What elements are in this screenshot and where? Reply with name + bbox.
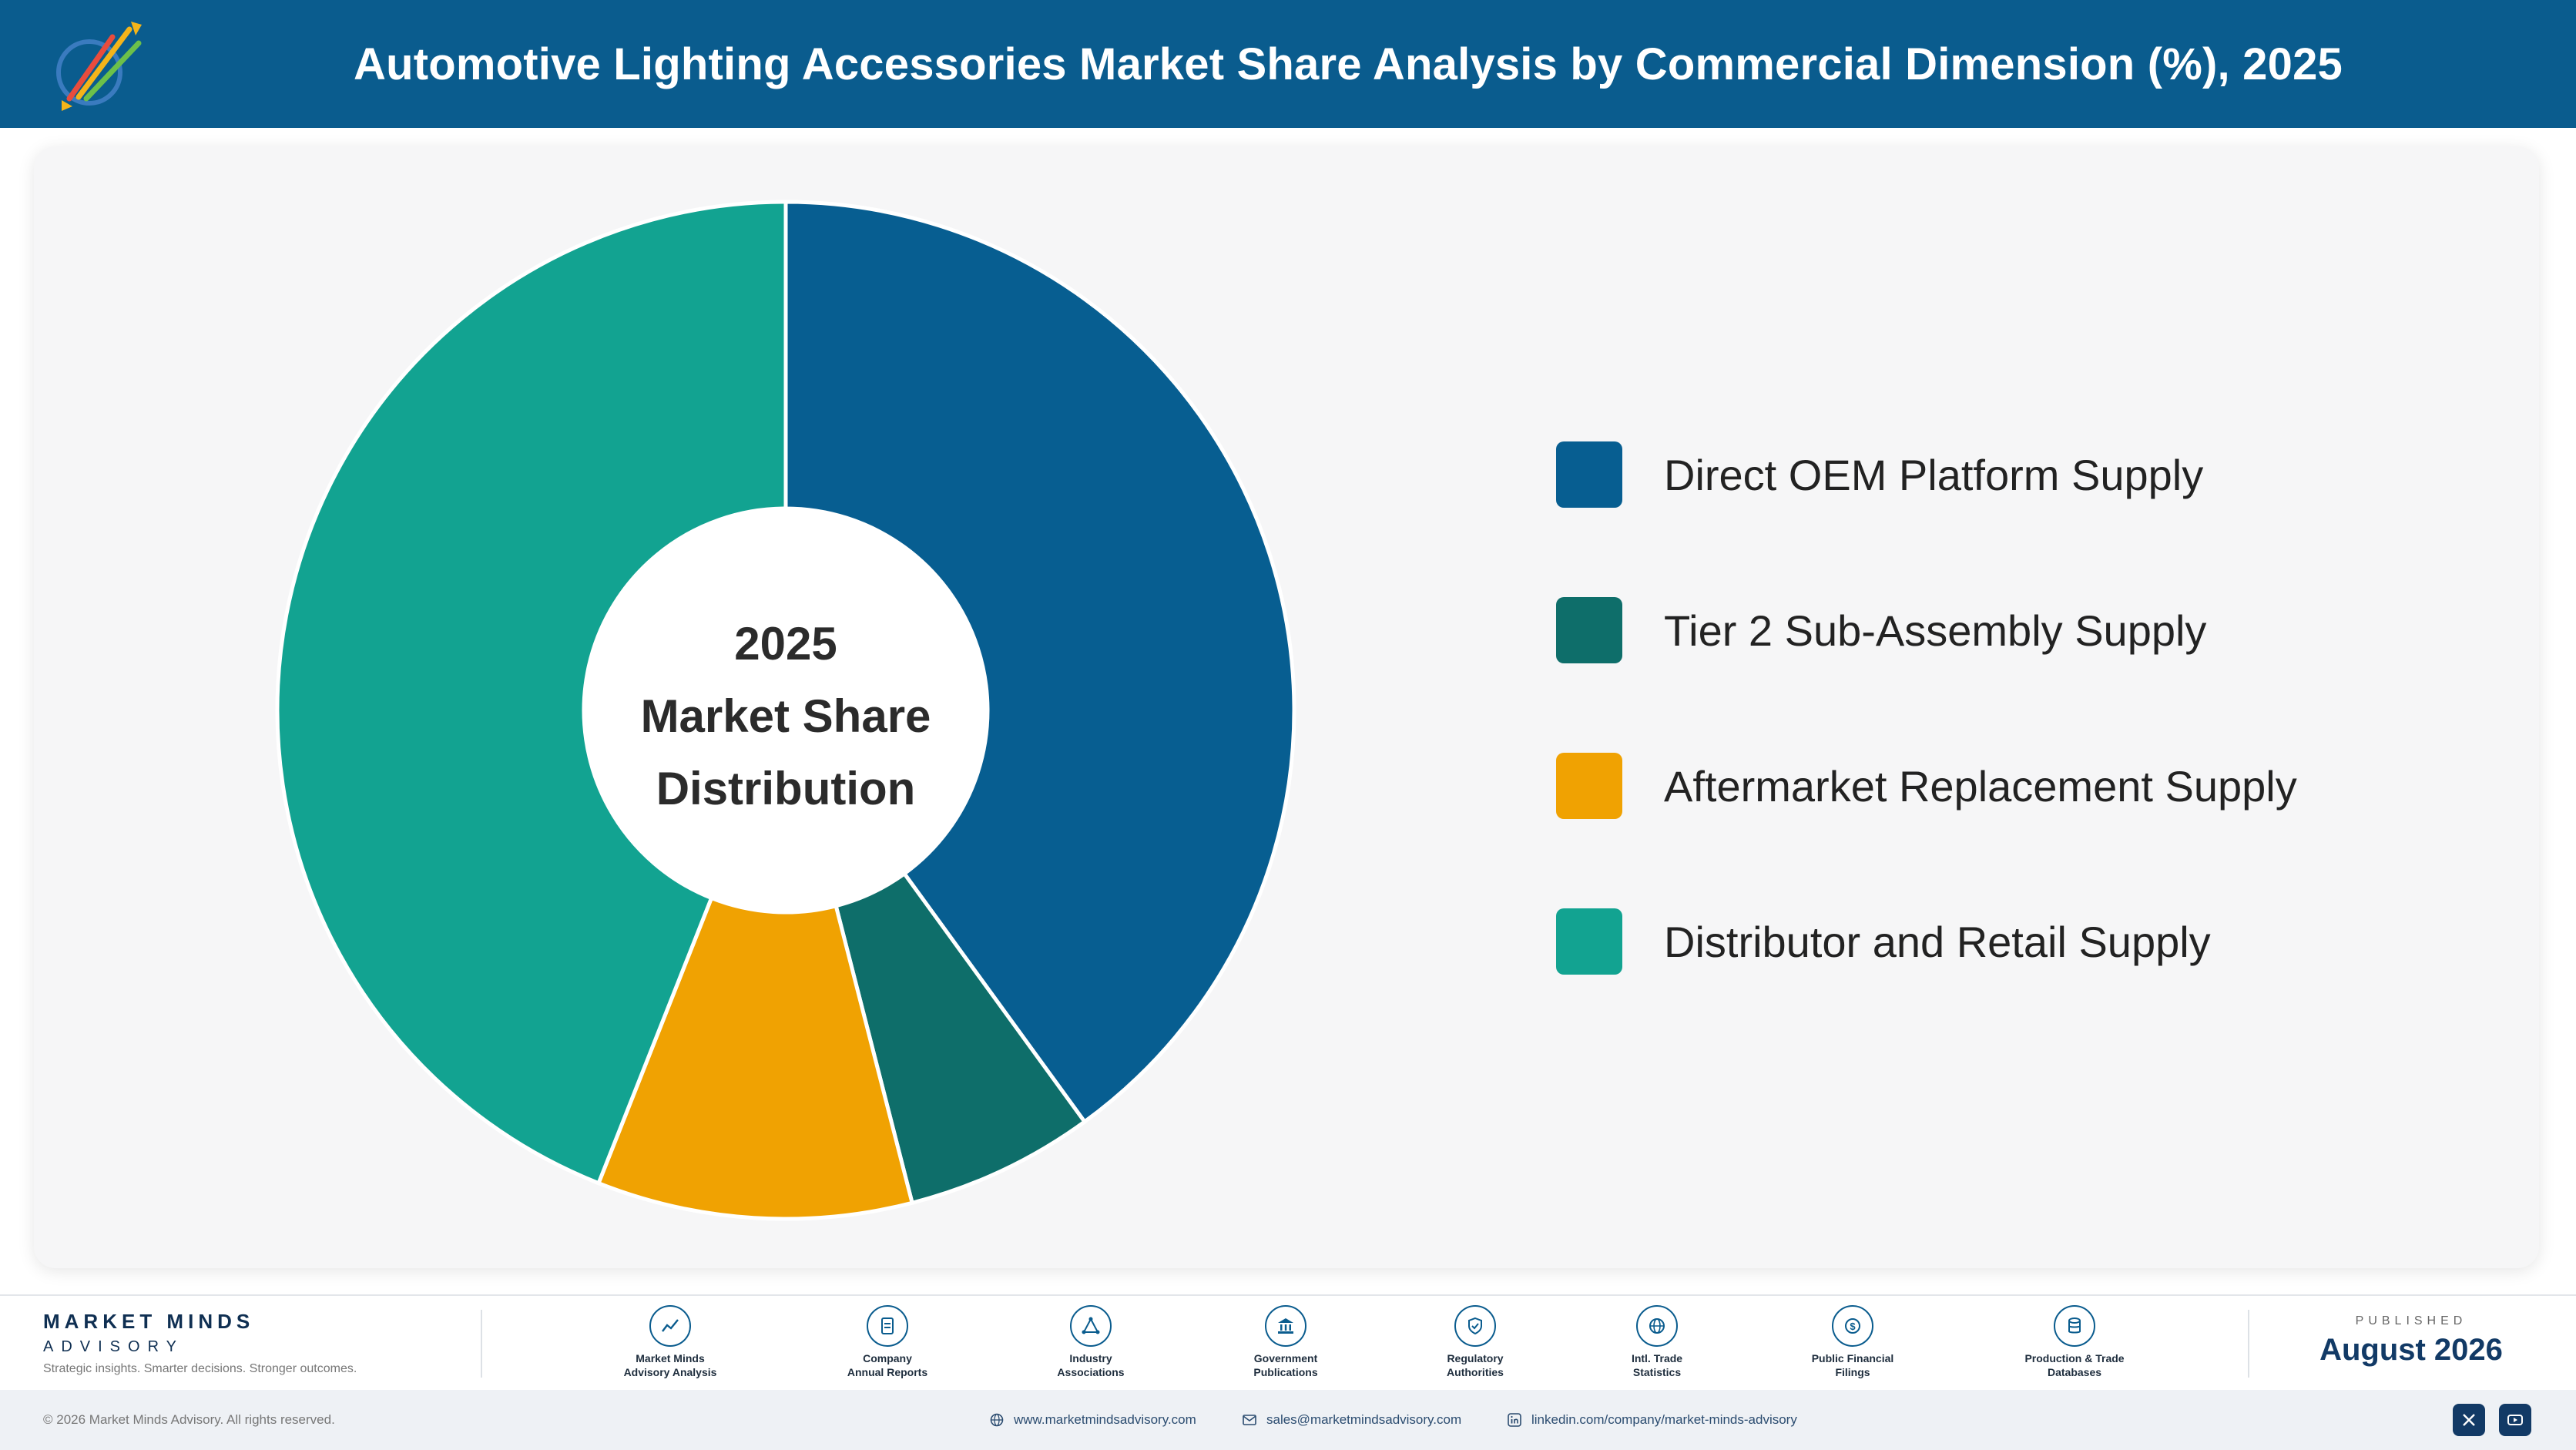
center-label-line: Distribution <box>656 763 916 814</box>
database-icon <box>2054 1305 2095 1347</box>
legend-item: Distributor and Retail Supply <box>1556 908 2297 975</box>
globe-icon <box>1636 1305 1678 1347</box>
footer: MARKET MINDS ADVISORY Strategic insights… <box>0 1294 2576 1390</box>
published-block: PUBLISHED August 2026 <box>2249 1314 2573 1368</box>
legend-swatch <box>1556 597 1622 663</box>
mail-icon <box>1243 1415 1256 1425</box>
linkedin-link[interactable]: linkedin.com/company/market-minds-adviso… <box>1507 1390 1797 1450</box>
source-label: Public Financial Filings <box>1811 1352 1894 1378</box>
x-social-button[interactable] <box>2453 1404 2485 1436</box>
linkedin-icon <box>1508 1413 1521 1427</box>
legend-label: Direct OEM Platform Supply <box>1664 450 2204 499</box>
source-label: Industry Associations <box>1057 1352 1125 1378</box>
source-label: Company Annual Reports <box>847 1352 928 1378</box>
published-date: August 2026 <box>2319 1333 2503 1367</box>
source-item: Regulatory Authorities <box>1387 1305 1564 1379</box>
source-label: Market Minds Advisory Analysis <box>623 1352 717 1378</box>
legend-item: Aftermarket Replacement Supply <box>1556 752 2297 820</box>
document-icon <box>867 1305 908 1347</box>
email-link[interactable]: sales@marketmindsadvisory.com <box>1242 1390 1461 1450</box>
globe-icon <box>990 1413 1004 1427</box>
linkedin-text: linkedin.com/company/market-minds-adviso… <box>1531 1412 1797 1427</box>
brand-subtitle: ADVISORY <box>43 1338 184 1355</box>
government-building-icon <box>1265 1305 1306 1347</box>
footer-divider <box>2248 1310 2249 1378</box>
center-label-line: 2025 <box>734 618 837 670</box>
donut-center-label: 2025 Market Share Distribution <box>593 601 978 832</box>
legend-item: Tier 2 Sub-Assembly Supply <box>1556 596 2297 664</box>
bottom-bar: © 2026 Market Minds Advisory. All rights… <box>0 1390 2576 1450</box>
source-item: Market Minds Advisory Analysis <box>582 1305 759 1379</box>
legend-label: Distributor and Retail Supply <box>1664 917 2211 966</box>
source-label: Government Publications <box>1253 1352 1318 1378</box>
source-item: Intl. Trade Statistics <box>1568 1305 1746 1379</box>
source-label: Production & Trade Databases <box>2024 1352 2125 1378</box>
chart-line-icon <box>649 1305 691 1347</box>
published-label: PUBLISHED <box>2355 1314 2467 1327</box>
legend-swatch <box>1556 908 1622 975</box>
footer-divider <box>481 1310 482 1378</box>
youtube-icon <box>2507 1415 2523 1425</box>
source-label: Intl. Trade Statistics <box>1631 1352 1683 1378</box>
center-label-line: Market Share <box>640 690 931 742</box>
brand-block: MARKET MINDS ADVISORY Strategic insights… <box>43 1310 357 1376</box>
shield-check-icon <box>1454 1305 1496 1347</box>
source-item: Industry Associations <box>1002 1305 1179 1379</box>
email-text: sales@marketmindsadvisory.com <box>1266 1412 1462 1427</box>
website-link[interactable]: www.marketmindsadvisory.com <box>989 1390 1196 1450</box>
legend-swatch <box>1556 441 1622 508</box>
source-item: Production & Trade Databases <box>1986 1305 2163 1379</box>
source-item: Government Publications <box>1197 1305 1374 1379</box>
brand-name: MARKET MINDS <box>43 1310 255 1333</box>
donut-hole <box>584 509 988 912</box>
x-logo-icon <box>2463 1414 2475 1426</box>
source-item: Company Annual Reports <box>799 1305 976 1379</box>
page-title: Automotive Lighting Accessories Market S… <box>353 39 2343 89</box>
logo-icon <box>56 22 142 111</box>
source-item: $ Public Financial Filings <box>1764 1305 1941 1379</box>
legend-swatch <box>1556 753 1622 819</box>
brand-tagline: Strategic insights. Smarter decisions. S… <box>43 1362 357 1375</box>
legend-label: Tier 2 Sub-Assembly Supply <box>1664 606 2207 655</box>
legend-item: Direct OEM Platform Supply <box>1556 441 2297 509</box>
legend-label: Aftermarket Replacement Supply <box>1664 761 2297 811</box>
network-icon <box>1070 1305 1112 1347</box>
youtube-social-button[interactable] <box>2499 1404 2531 1436</box>
copyright-text: © 2026 Market Minds Advisory. All rights… <box>43 1412 335 1427</box>
header-bar: Automotive Lighting Accessories Market S… <box>0 0 2576 128</box>
svg-text:$: $ <box>1850 1321 1856 1332</box>
source-label: Regulatory Authorities <box>1447 1352 1504 1378</box>
website-text: www.marketmindsadvisory.com <box>1014 1412 1196 1427</box>
dollar-coin-icon: $ <box>1832 1305 1873 1347</box>
chart-legend: Direct OEM Platform Supply Tier 2 Sub-As… <box>1556 441 2297 1063</box>
